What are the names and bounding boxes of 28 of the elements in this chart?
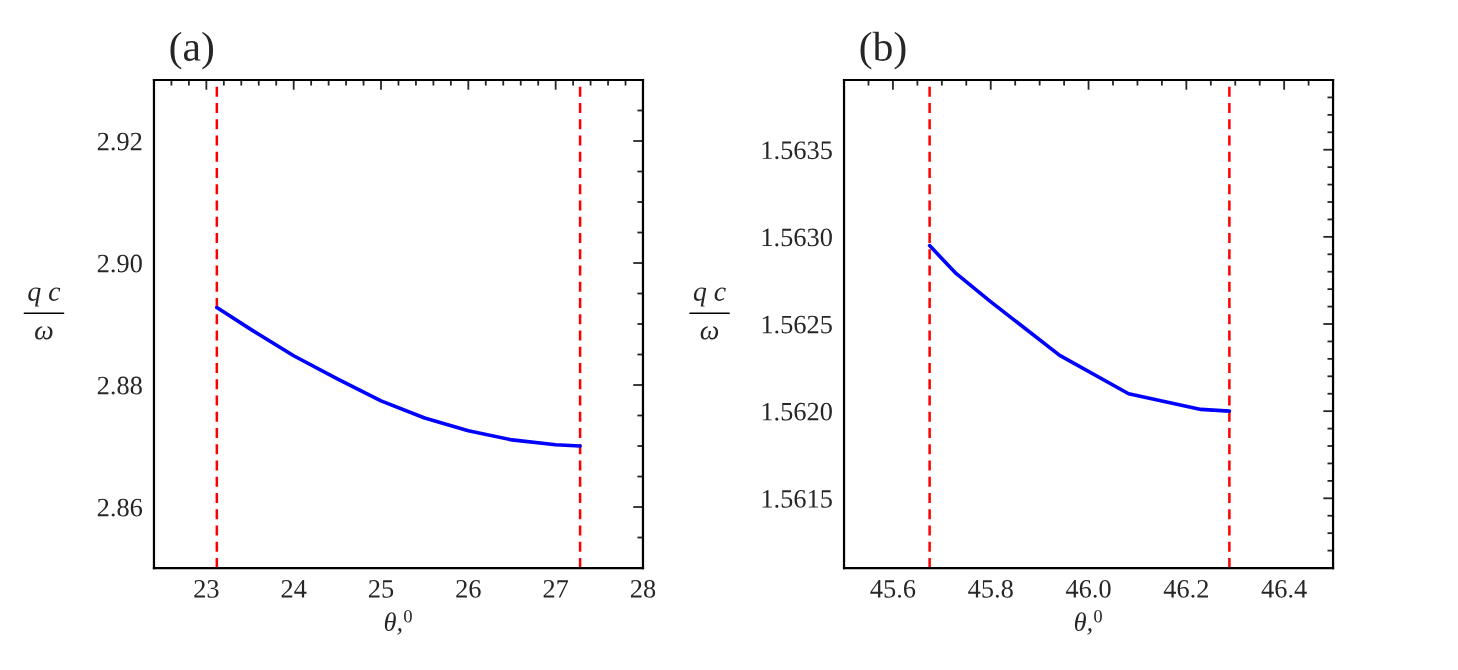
x-tick-label: 45.8 xyxy=(968,579,1013,598)
x-tick-label: 25 xyxy=(368,579,394,598)
y-axis-title: q c ω xyxy=(28,287,61,340)
line-series xyxy=(927,243,1232,413)
y-tick-label: 2.90 xyxy=(97,254,142,273)
y-tick-label: 2.86 xyxy=(97,498,143,517)
y-axis-title: q c ω xyxy=(693,287,726,340)
y-tick-label: 1.5625 xyxy=(762,315,832,334)
x-tick-label: 46.2 xyxy=(1163,579,1208,598)
x-tick-label: 46.0 xyxy=(1065,579,1111,598)
x-tick-label: 28 xyxy=(630,579,656,598)
x-tick-label: 24 xyxy=(281,579,307,598)
x-tick-label: 45.6 xyxy=(870,579,916,598)
x-tick-label: 27 xyxy=(543,579,569,598)
x-tick-label: 26 xyxy=(456,579,481,598)
line-series xyxy=(215,305,582,448)
x-axis-title: θ,$^{0}$ xyxy=(384,610,412,635)
y-tick-label: 1.5635 xyxy=(762,141,832,160)
chart-title: (b) xyxy=(860,31,906,70)
x-tick-label: 46.4 xyxy=(1261,579,1307,598)
y-tick-label: 1.5630 xyxy=(762,228,832,247)
y-tick-label: 1.5620 xyxy=(762,402,832,421)
y-tick-label: 1.5615 xyxy=(762,489,832,508)
x-tick-label: 23 xyxy=(194,579,219,598)
y-tick-label: 2.88 xyxy=(97,376,142,395)
y-tick-label: 2.92 xyxy=(97,132,142,151)
x-axis-title: θ,$^{0}$ xyxy=(1074,610,1102,635)
chart-title: (a) xyxy=(170,31,214,70)
